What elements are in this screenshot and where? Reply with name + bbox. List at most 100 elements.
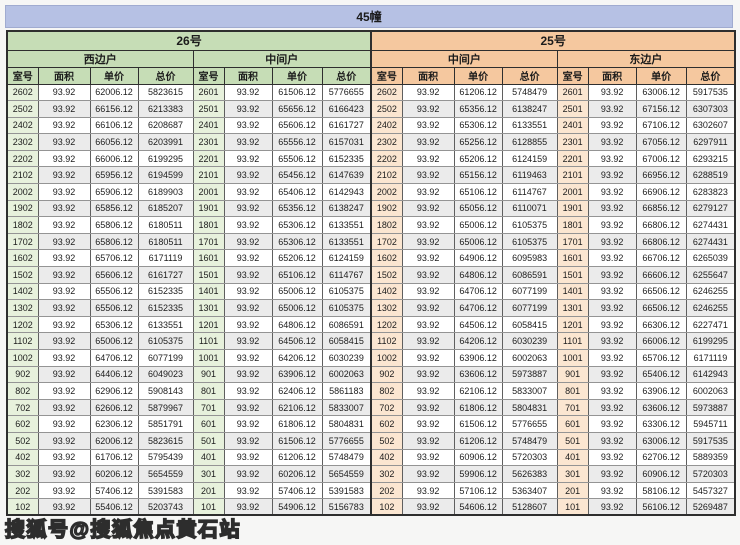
area-cell: 93.92 [223, 149, 273, 168]
room-cell: 2601 [192, 83, 225, 102]
table-row: 802 93.92 62906.12 5908143 801 93.92 62406.12 5… [6, 382, 736, 400]
room-cell: 1302 [6, 299, 39, 317]
room-cell: 2602 [6, 83, 39, 102]
room-cell: 2402 [6, 116, 39, 135]
unit-price-cell: 63906.12 [453, 349, 503, 367]
total-price-cell: 6274431 [685, 232, 736, 251]
area-cell: 93.92 [37, 498, 91, 516]
area-cell: 93.92 [401, 133, 455, 151]
table-row: 2602 93.92 62006.12 5823615 2601 93.92 61506.1… [6, 83, 736, 102]
total-price-cell: 6307303 [685, 100, 736, 118]
area-cell: 93.92 [223, 100, 273, 118]
area-cell: 93.92 [587, 183, 637, 201]
area-cell: 93.92 [587, 415, 637, 433]
room-cell: 2301 [192, 133, 225, 151]
room-cell: 101 [556, 498, 589, 516]
room-cell: 1501 [556, 266, 589, 284]
unit-price-cell: 67156.12 [635, 100, 687, 118]
total-price-cell: 5776655 [321, 83, 372, 102]
unit-price-cell: 67106.12 [635, 116, 687, 135]
area-cell: 93.92 [587, 332, 637, 350]
room-cell: 1002 [370, 349, 403, 367]
room-cell: 501 [556, 431, 589, 450]
total-price-cell: 6208687 [137, 116, 194, 135]
room-column-header: 室号 [6, 66, 39, 85]
total-price-cell: 5776655 [321, 431, 372, 450]
total-price-column-header: 总价 [685, 66, 736, 85]
unit-price-cell: 66856.12 [635, 199, 687, 218]
area-cell: 93.92 [587, 448, 637, 467]
total-price-cell: 5833007 [501, 382, 558, 400]
total-price-cell: 6274431 [685, 216, 736, 234]
room-cell: 901 [192, 365, 225, 384]
unit-price-cell: 62006.12 [89, 83, 139, 102]
room-cell: 1402 [6, 282, 39, 301]
unit-price-cell: 65206.12 [271, 249, 323, 268]
unit-price-cell: 65656.12 [271, 100, 323, 118]
total-price-cell: 6283823 [685, 183, 736, 201]
total-price-cell: 6147639 [321, 166, 372, 185]
unit-price-cell: 65606.12 [271, 116, 323, 135]
unit-price-cell: 65306.12 [271, 232, 323, 251]
unit-price-cell: 62606.12 [89, 398, 139, 417]
total-price-cell: 6058415 [501, 315, 558, 334]
total-price-cell: 6124159 [501, 149, 558, 168]
area-cell: 93.92 [223, 431, 273, 450]
area-cell: 93.92 [223, 166, 273, 185]
unit-price-cell: 63906.12 [635, 382, 687, 400]
total-price-cell: 5917535 [685, 431, 736, 450]
room-cell: 2101 [192, 166, 225, 185]
table-row: 2402 93.92 66106.12 6208687 2401 93.92 65606.1… [6, 116, 736, 135]
room-cell: 1102 [6, 332, 39, 350]
total-price-cell: 6246255 [685, 282, 736, 301]
room-cell: 602 [370, 415, 403, 433]
unit-price-column-header: 单价 [453, 66, 503, 85]
area-cell: 93.92 [223, 116, 273, 135]
area-cell: 93.92 [37, 133, 91, 151]
room-cell: 1301 [556, 299, 589, 317]
area-cell: 93.92 [587, 266, 637, 284]
room-cell: 1102 [370, 332, 403, 350]
total-price-cell: 6138247 [321, 199, 372, 218]
unit-type-25-middle: 中间户 [370, 49, 558, 68]
room-cell: 2201 [556, 149, 589, 168]
unit-price-cell: 65006.12 [89, 332, 139, 350]
total-price-cell: 6002063 [685, 382, 736, 400]
room-cell: 1301 [192, 299, 225, 317]
unit-price-cell: 64706.12 [453, 282, 503, 301]
room-cell: 1401 [556, 282, 589, 301]
unit-price-cell: 64406.12 [89, 365, 139, 384]
room-cell: 702 [370, 398, 403, 417]
unit-price-cell: 63306.12 [635, 415, 687, 433]
unit-price-cell: 61206.12 [453, 431, 503, 450]
unit-price-cell: 65206.12 [453, 149, 503, 168]
total-price-cell: 6002063 [501, 349, 558, 367]
unit-price-cell: 58106.12 [635, 481, 687, 500]
room-cell: 1001 [556, 349, 589, 367]
total-price-cell: 5851791 [137, 415, 194, 433]
total-price-cell: 6161727 [321, 116, 372, 135]
area-cell: 93.92 [223, 232, 273, 251]
area-cell: 93.92 [587, 199, 637, 218]
room-cell: 1601 [556, 249, 589, 268]
unit-price-cell: 64706.12 [453, 299, 503, 317]
room-cell: 2502 [6, 100, 39, 118]
unit-price-cell: 65006.12 [271, 282, 323, 301]
total-price-cell: 6152335 [321, 149, 372, 168]
area-cell: 93.92 [37, 166, 91, 185]
unit-price-cell: 61206.12 [453, 83, 503, 102]
total-price-cell: 6152335 [137, 282, 194, 301]
building-title-bar: 45幢 [5, 5, 733, 28]
room-cell: 902 [370, 365, 403, 384]
area-cell: 93.92 [401, 266, 455, 284]
unit-price-cell: 66806.12 [635, 232, 687, 251]
table-row: 302 93.92 60206.12 5654559 301 93.92 60206.12 5… [6, 465, 736, 483]
unit-price-cell: 65806.12 [89, 216, 139, 234]
area-cell: 93.92 [401, 415, 455, 433]
unit-price-cell: 61706.12 [89, 448, 139, 467]
area-cell: 93.92 [223, 133, 273, 151]
total-price-cell: 6002063 [321, 365, 372, 384]
room-cell: 1901 [556, 199, 589, 218]
area-cell: 93.92 [37, 183, 91, 201]
unit-price-cell: 62706.12 [635, 448, 687, 467]
